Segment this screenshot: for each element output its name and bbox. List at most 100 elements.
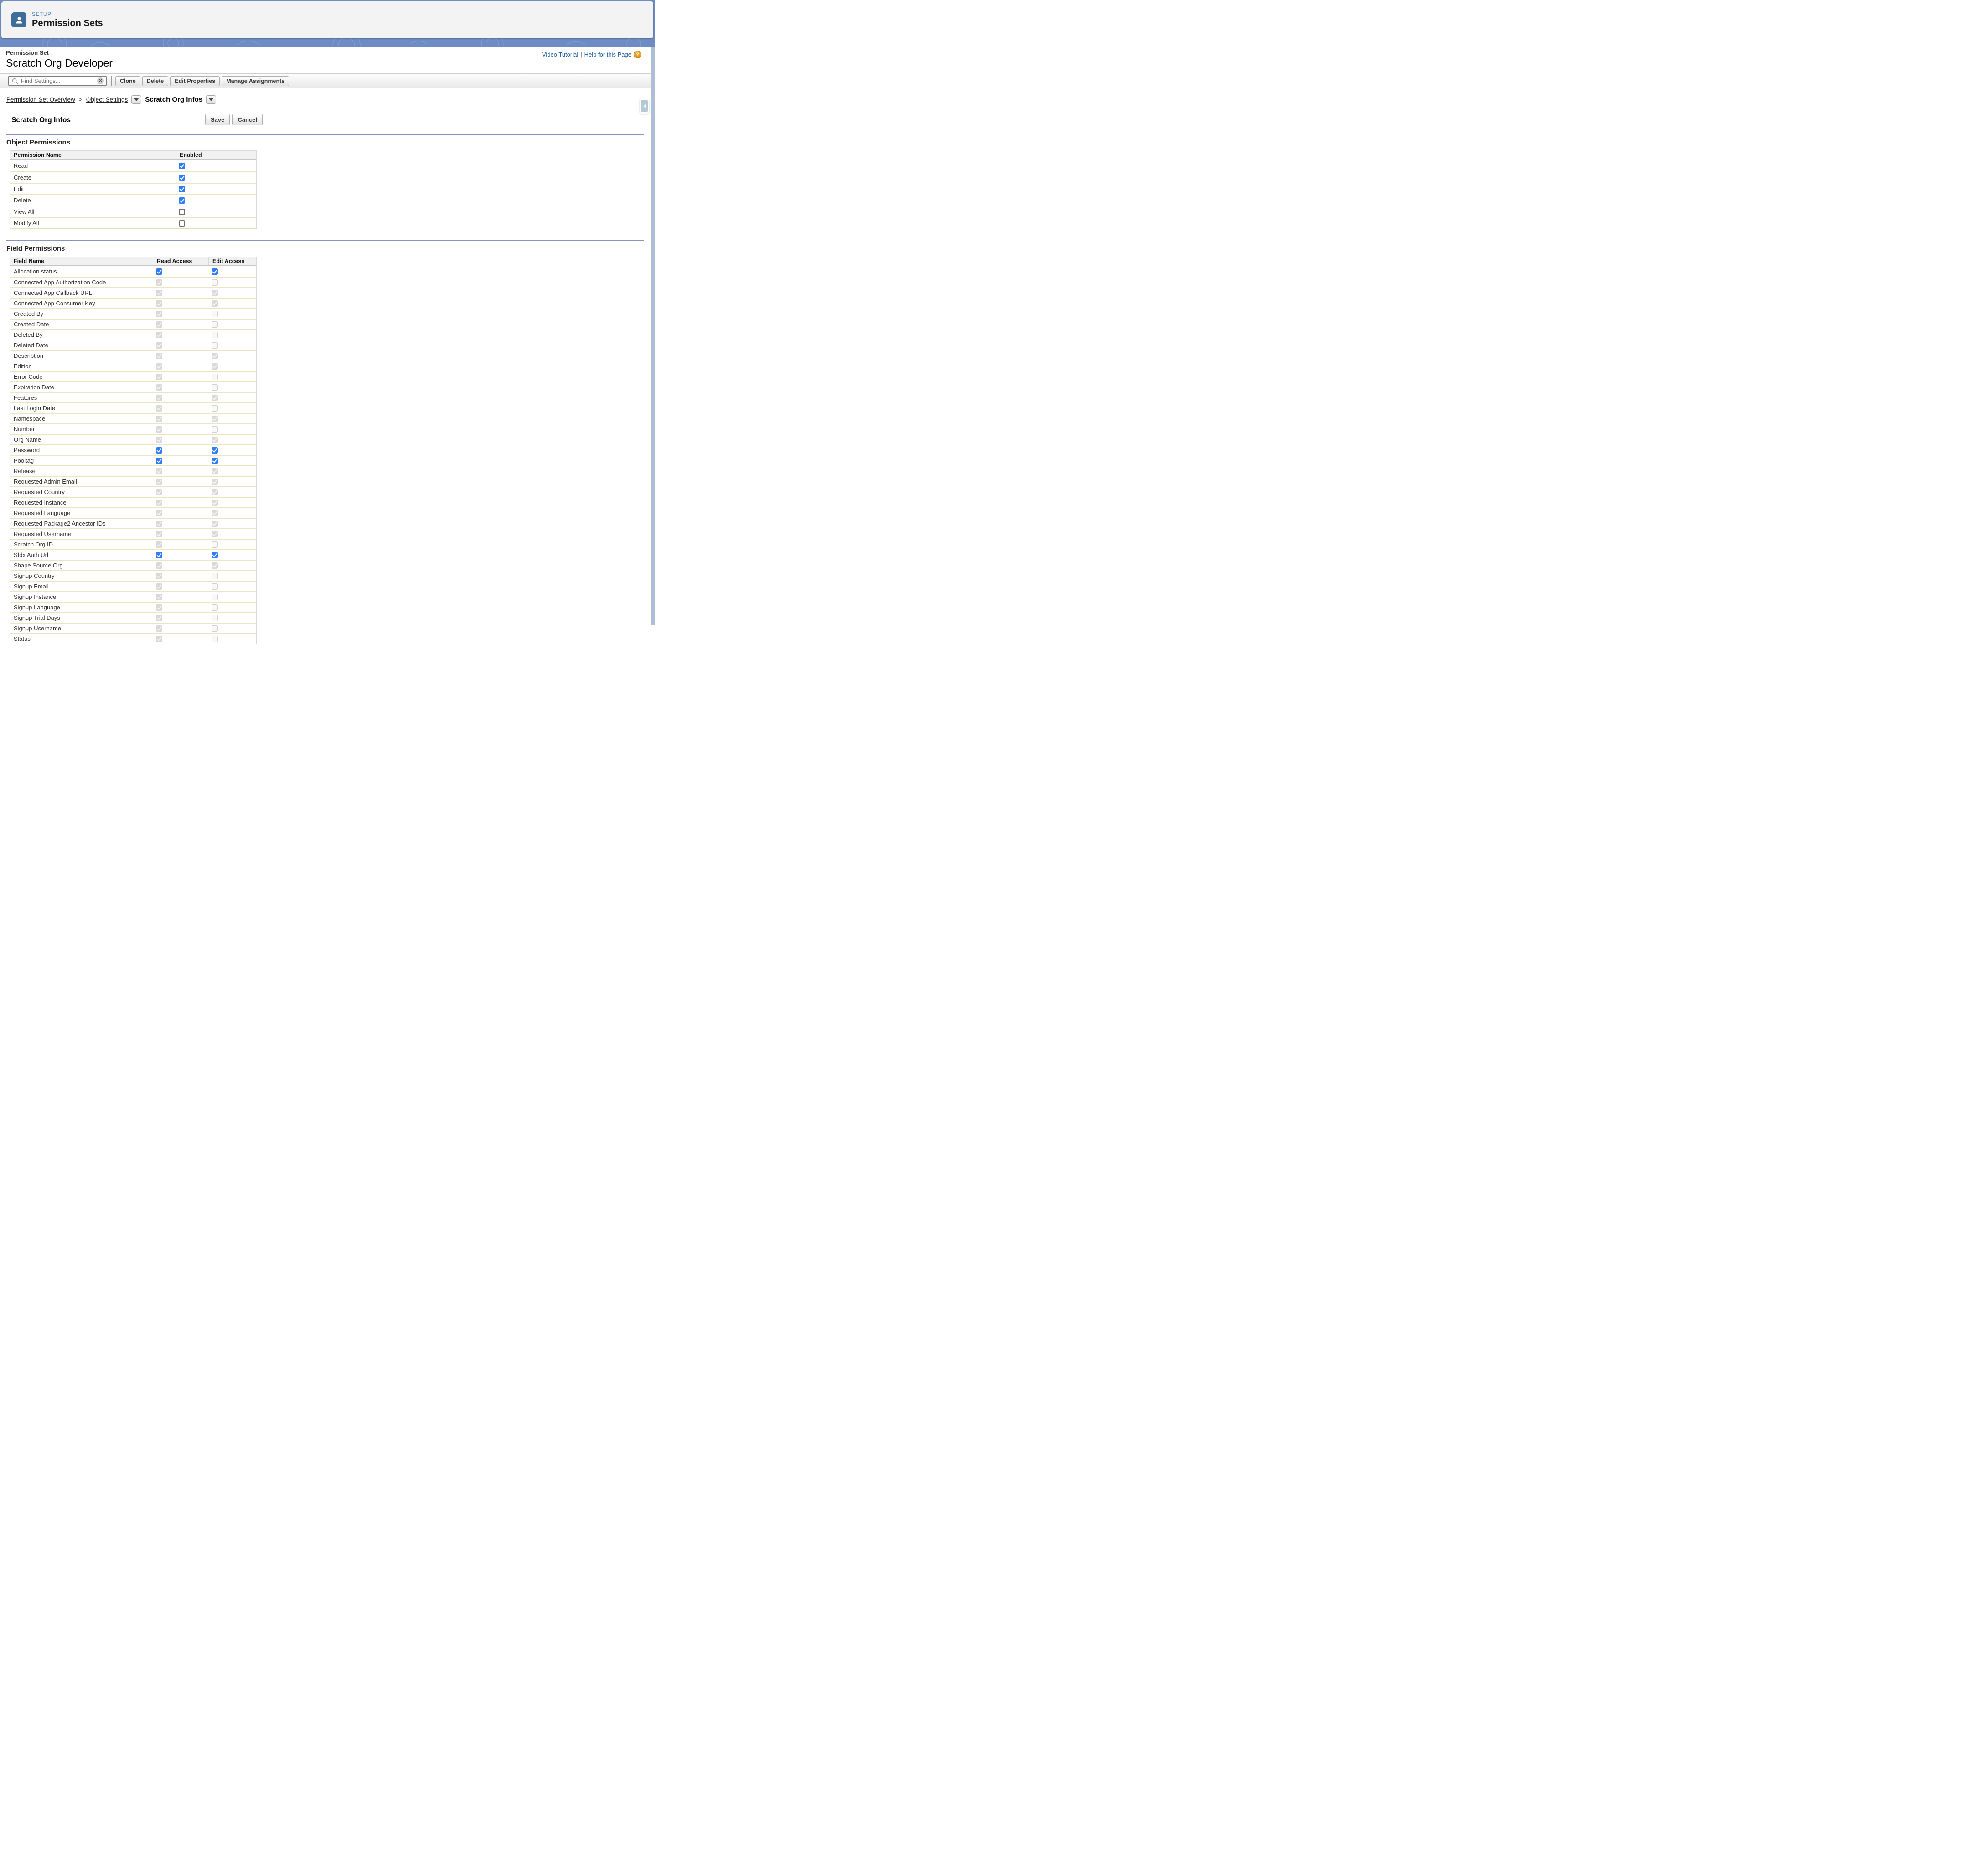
read-access-cell [153,583,208,590]
read-access-cell [153,531,208,537]
breadcrumb: Permission Set Overview > Object Setting… [6,95,651,104]
read-access-cell [153,384,208,391]
collapse-side-panel-handle[interactable] [640,98,649,114]
edit-access-cell [208,520,257,527]
manage-assignments-button[interactable]: Manage Assignments [222,76,289,86]
permission-name: Read [14,162,28,169]
table-row: Requested Package2 Ancestor IDs [10,518,256,528]
read-access-cell [153,394,208,401]
namespace-read-checkbox [156,415,162,422]
section-divider [6,240,644,241]
object-settings-dropdown-button[interactable] [131,95,142,104]
help-links: Video Tutorial | Help for this Page ? [542,51,641,58]
permission-sets-user-icon [11,12,26,27]
created-by-edit-checkbox [212,310,218,317]
table-row: Signup Email [10,581,256,591]
edit-access-cell [208,300,257,307]
read-access-cell [153,551,208,558]
field-name: Created Date [14,321,49,328]
user-icon [16,16,22,23]
clone-button[interactable]: Clone [115,76,140,86]
edit-access-cell [208,394,257,401]
video-tutorial-link[interactable]: Video Tutorial [542,51,579,58]
field-name: Namespace [14,415,46,422]
allocation-status-read-checkbox[interactable] [156,268,162,275]
cancel-button[interactable]: Cancel [232,114,263,125]
read-access-cell [153,363,208,370]
read-access-cell [153,499,208,506]
chevron-down-icon [134,98,139,101]
enabled-cell [176,186,257,192]
breadcrumb-overview-link[interactable]: Permission Set Overview [6,96,75,103]
deleted-by-read-checkbox [156,331,162,338]
read-access-cell [153,478,208,485]
table-row: Requested Instance [10,497,256,507]
sfdx-auth-url-edit-checkbox[interactable] [212,551,218,558]
field-name: Connected App Consumer Key [14,300,95,307]
edit-access-cell [208,478,257,485]
help-icon[interactable]: ? [634,51,641,58]
created-date-edit-checkbox [212,321,218,328]
read-access-cell [153,604,208,611]
pooltag-edit-checkbox[interactable] [212,457,218,464]
field-name: Requested Language [14,510,71,516]
search-input[interactable] [21,77,97,84]
password-read-checkbox[interactable] [156,447,162,454]
edit-access-cell [208,436,257,443]
created-date-read-checkbox [156,321,162,328]
breadcrumb-object-settings-link[interactable]: Object Settings [86,96,128,103]
description-read-checkbox [156,352,162,359]
connected-app-callback-url-read-checkbox [156,289,162,296]
breadcrumb-separator: > [78,96,83,103]
table-row: Signup Username [10,623,256,633]
edit-access-cell [208,447,257,454]
edit-access-cell [208,614,257,621]
connected-app-callback-url-edit-checkbox [212,289,218,296]
table-row: Requested Admin Email [10,476,256,486]
modify-all-enabled-checkbox[interactable] [179,220,185,227]
scratch-org-id-read-checkbox [156,541,162,548]
edit-access-cell [208,468,257,474]
section-divider [6,134,644,135]
allocation-status-edit-checkbox[interactable] [212,268,218,275]
field-name: Description [14,352,44,359]
features-read-checkbox [156,394,162,401]
edit-access-cell [208,352,257,359]
sfdx-auth-url-read-checkbox[interactable] [156,551,162,558]
scratch-org-id-edit-checkbox [212,541,218,548]
signup-trial-days-edit-checkbox [212,614,218,621]
save-button[interactable]: Save [205,114,230,125]
description-edit-checkbox [212,352,218,359]
password-edit-checkbox[interactable] [212,447,218,454]
signup-language-read-checkbox [156,604,162,611]
clear-search-icon[interactable]: ✕ [97,77,104,84]
pooltag-read-checkbox[interactable] [156,457,162,464]
table-row: Description [10,350,256,361]
table-row: Deleted By [10,329,256,340]
number-edit-checkbox [212,426,218,433]
object-permissions-heading: Object Permissions [6,139,71,146]
help-for-page-link[interactable]: Help for this Page [584,51,631,58]
edit-enabled-checkbox[interactable] [179,186,185,192]
read-access-cell [153,342,208,349]
read-access-cell [153,562,208,569]
read-enabled-checkbox[interactable] [179,162,185,169]
current-object-dropdown-button[interactable] [206,95,217,104]
permission-name: Edit [14,186,24,192]
view-all-enabled-checkbox[interactable] [179,208,185,215]
enabled-cell [176,162,257,169]
deleted-by-edit-checkbox [212,331,218,338]
signup-instance-read-checkbox [156,593,162,600]
field-name: Pooltag [14,457,34,464]
edit-properties-button[interactable]: Edit Properties [170,76,220,86]
find-settings-search[interactable]: ✕ [8,76,107,86]
field-name: Signup Country [14,572,55,579]
release-read-checkbox [156,468,162,474]
create-enabled-checkbox[interactable] [179,174,185,181]
edit-access-cell [208,405,257,412]
delete-button[interactable]: Delete [142,76,169,86]
delete-enabled-checkbox[interactable] [179,197,185,204]
table-row: Requested Language [10,507,256,518]
table-row: Expiration Date [10,381,256,392]
edit-access-cell [208,531,257,537]
